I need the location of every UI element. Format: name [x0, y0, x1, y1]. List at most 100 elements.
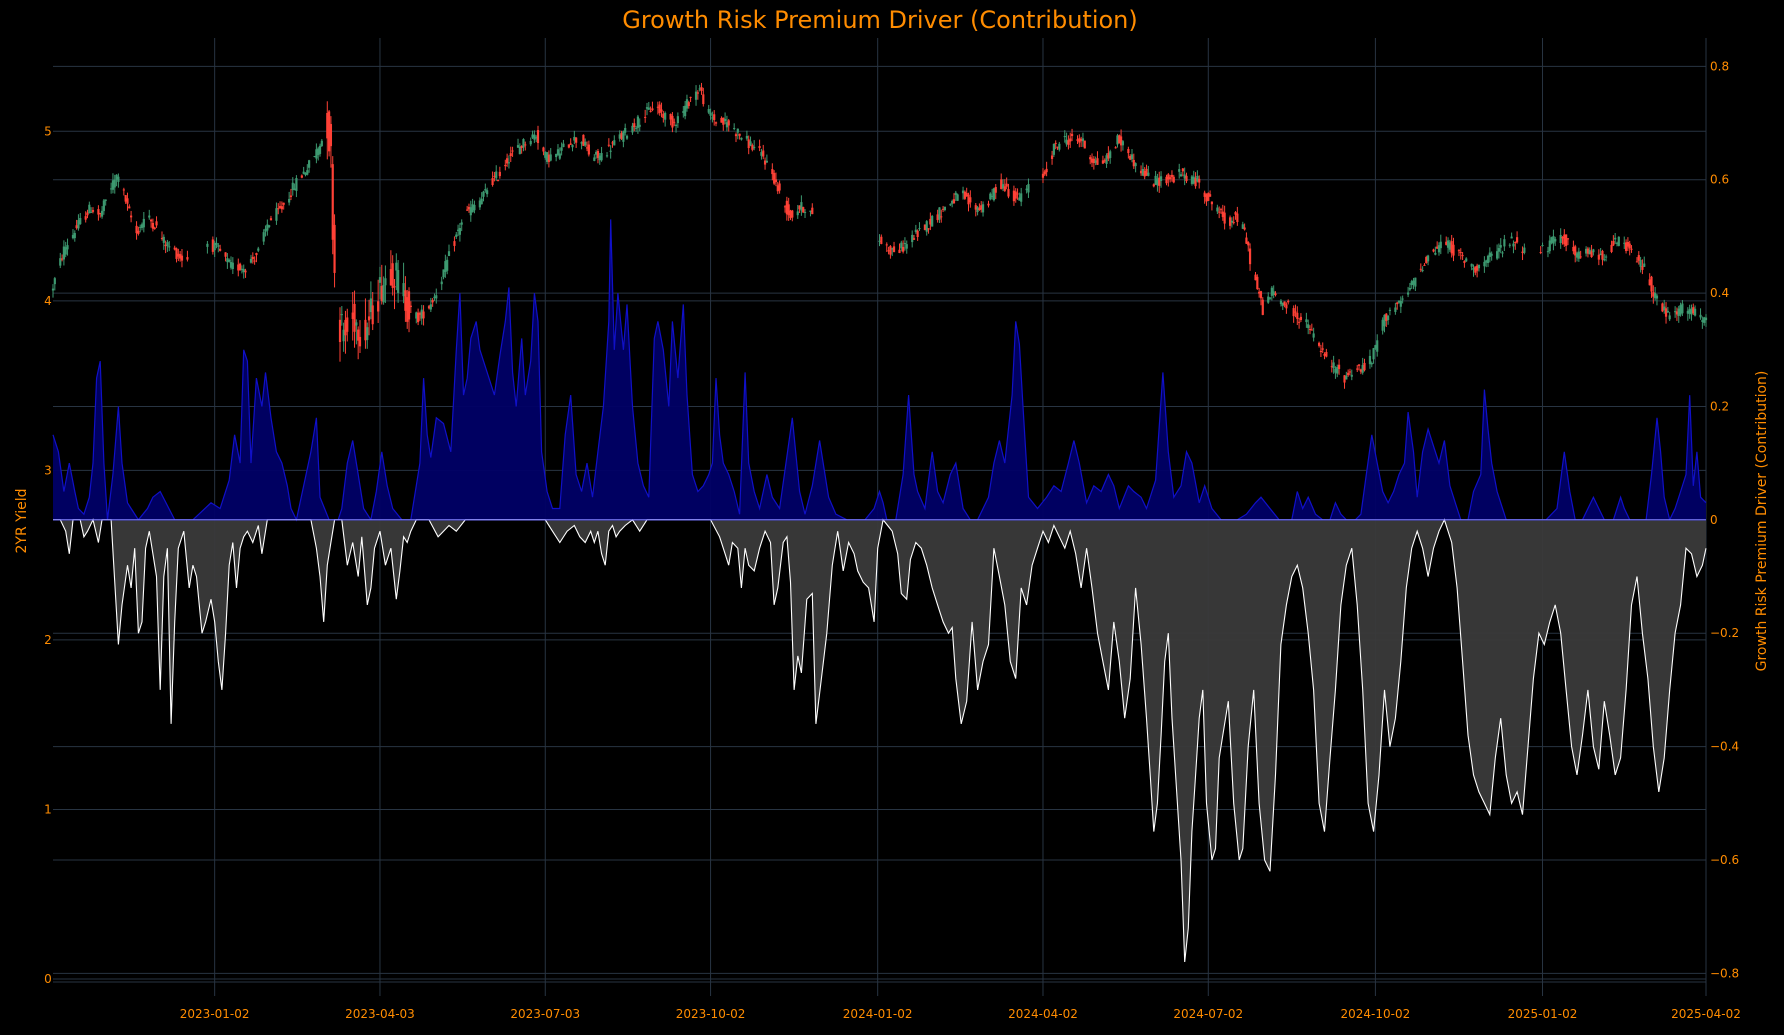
candle-body: [1236, 213, 1239, 223]
candle-body: [1423, 264, 1426, 266]
candle-body: [1081, 138, 1085, 142]
candle-body: [73, 233, 76, 239]
candle-body: [1628, 243, 1631, 249]
candle-body: [1445, 241, 1448, 245]
candle-body: [638, 124, 641, 127]
candle-body: [1381, 319, 1384, 331]
y-left-tick-label: 3: [44, 463, 52, 477]
candle-body: [720, 117, 723, 123]
candle-body: [1203, 192, 1206, 197]
candle-body: [342, 329, 345, 342]
candle-body: [1648, 279, 1651, 286]
candle-body: [714, 122, 718, 124]
candle-body: [558, 153, 561, 159]
candle-body: [1601, 250, 1604, 260]
candle-body: [1325, 351, 1328, 357]
candle-body: [1169, 177, 1172, 180]
candle-body: [486, 190, 489, 195]
candle-body: [1437, 245, 1441, 253]
candle-body: [86, 212, 89, 216]
candle-body: [308, 160, 311, 168]
candle-body: [902, 246, 905, 252]
candle-body: [1675, 311, 1679, 315]
candle-body: [79, 217, 82, 225]
candle-body: [378, 277, 382, 283]
candle-body: [1688, 309, 1691, 314]
candle-body: [1472, 268, 1475, 270]
candle-body: [1477, 264, 1481, 269]
candle-body: [749, 141, 752, 146]
candle-body: [380, 285, 383, 301]
candle-body: [725, 122, 729, 128]
candle-body: [1070, 133, 1074, 137]
candle-body: [1232, 222, 1235, 224]
candle-body: [153, 227, 156, 229]
candle-body: [1347, 372, 1350, 376]
candle-body: [429, 304, 432, 310]
candle-body: [137, 230, 140, 234]
candle-body: [1663, 306, 1666, 311]
candle-body: [1114, 147, 1117, 149]
candle-body: [1412, 280, 1415, 285]
candle-body: [186, 257, 189, 260]
candle-body: [771, 169, 774, 175]
candle-body: [1307, 324, 1310, 329]
candle-body: [598, 155, 601, 161]
candle-body: [940, 216, 943, 218]
candle-body: [787, 204, 790, 216]
candle-body: [1426, 255, 1430, 262]
candle-body: [633, 123, 636, 128]
candle-body: [1041, 173, 1045, 178]
candle-body: [1000, 179, 1003, 190]
candle-body: [593, 157, 596, 161]
candle-body: [1414, 277, 1417, 287]
y-left-axis-title: 2YR Yield: [14, 489, 30, 554]
candle-body: [498, 171, 501, 177]
candle-body: [406, 297, 409, 322]
candle-body: [1654, 292, 1657, 299]
y-right-tick-label: −0.8: [1710, 966, 1739, 980]
candle-body: [369, 298, 372, 313]
candle-body: [1641, 266, 1644, 270]
candle-body: [1592, 249, 1595, 253]
candle-body: [84, 216, 87, 220]
candlestick-layer[interactable]: [51, 82, 1708, 389]
candle-body: [62, 246, 65, 260]
candle-body: [484, 189, 487, 191]
candle-body: [1439, 241, 1442, 249]
candle-body: [90, 211, 93, 213]
candle-body: [1630, 248, 1633, 250]
candle-body: [389, 269, 392, 286]
candle-body: [980, 205, 983, 210]
candle-body: [1650, 276, 1653, 292]
candle-body: [969, 197, 972, 203]
candle-body: [1127, 149, 1130, 154]
candle-body: [647, 107, 650, 110]
candle-body: [364, 319, 367, 341]
candle-body: [765, 160, 768, 163]
candle-body: [160, 238, 164, 240]
candle-body: [636, 116, 640, 128]
candle-body: [1080, 138, 1083, 141]
candle-body: [155, 221, 158, 226]
candle-body: [912, 238, 916, 240]
candle-body: [1410, 281, 1413, 286]
candle-body: [571, 144, 574, 148]
x-tick-label: 2024-07-02: [1173, 1007, 1243, 1021]
y-left-tick-label: 5: [44, 124, 52, 138]
candle-body: [669, 113, 672, 120]
candle-body: [139, 226, 142, 228]
candle-body: [1069, 138, 1072, 142]
candle-body: [1228, 217, 1232, 226]
candle-body: [664, 112, 667, 120]
y-left-tick-label: 0: [44, 972, 52, 986]
candle-body: [91, 210, 95, 212]
candle-body: [455, 234, 458, 237]
candle-body: [1561, 236, 1564, 239]
candle-body: [798, 205, 801, 210]
candle-body: [1067, 140, 1070, 145]
candle-body: [1336, 367, 1339, 374]
candle-body: [397, 270, 400, 293]
candle-body: [393, 286, 396, 288]
candle-body: [1499, 245, 1502, 248]
